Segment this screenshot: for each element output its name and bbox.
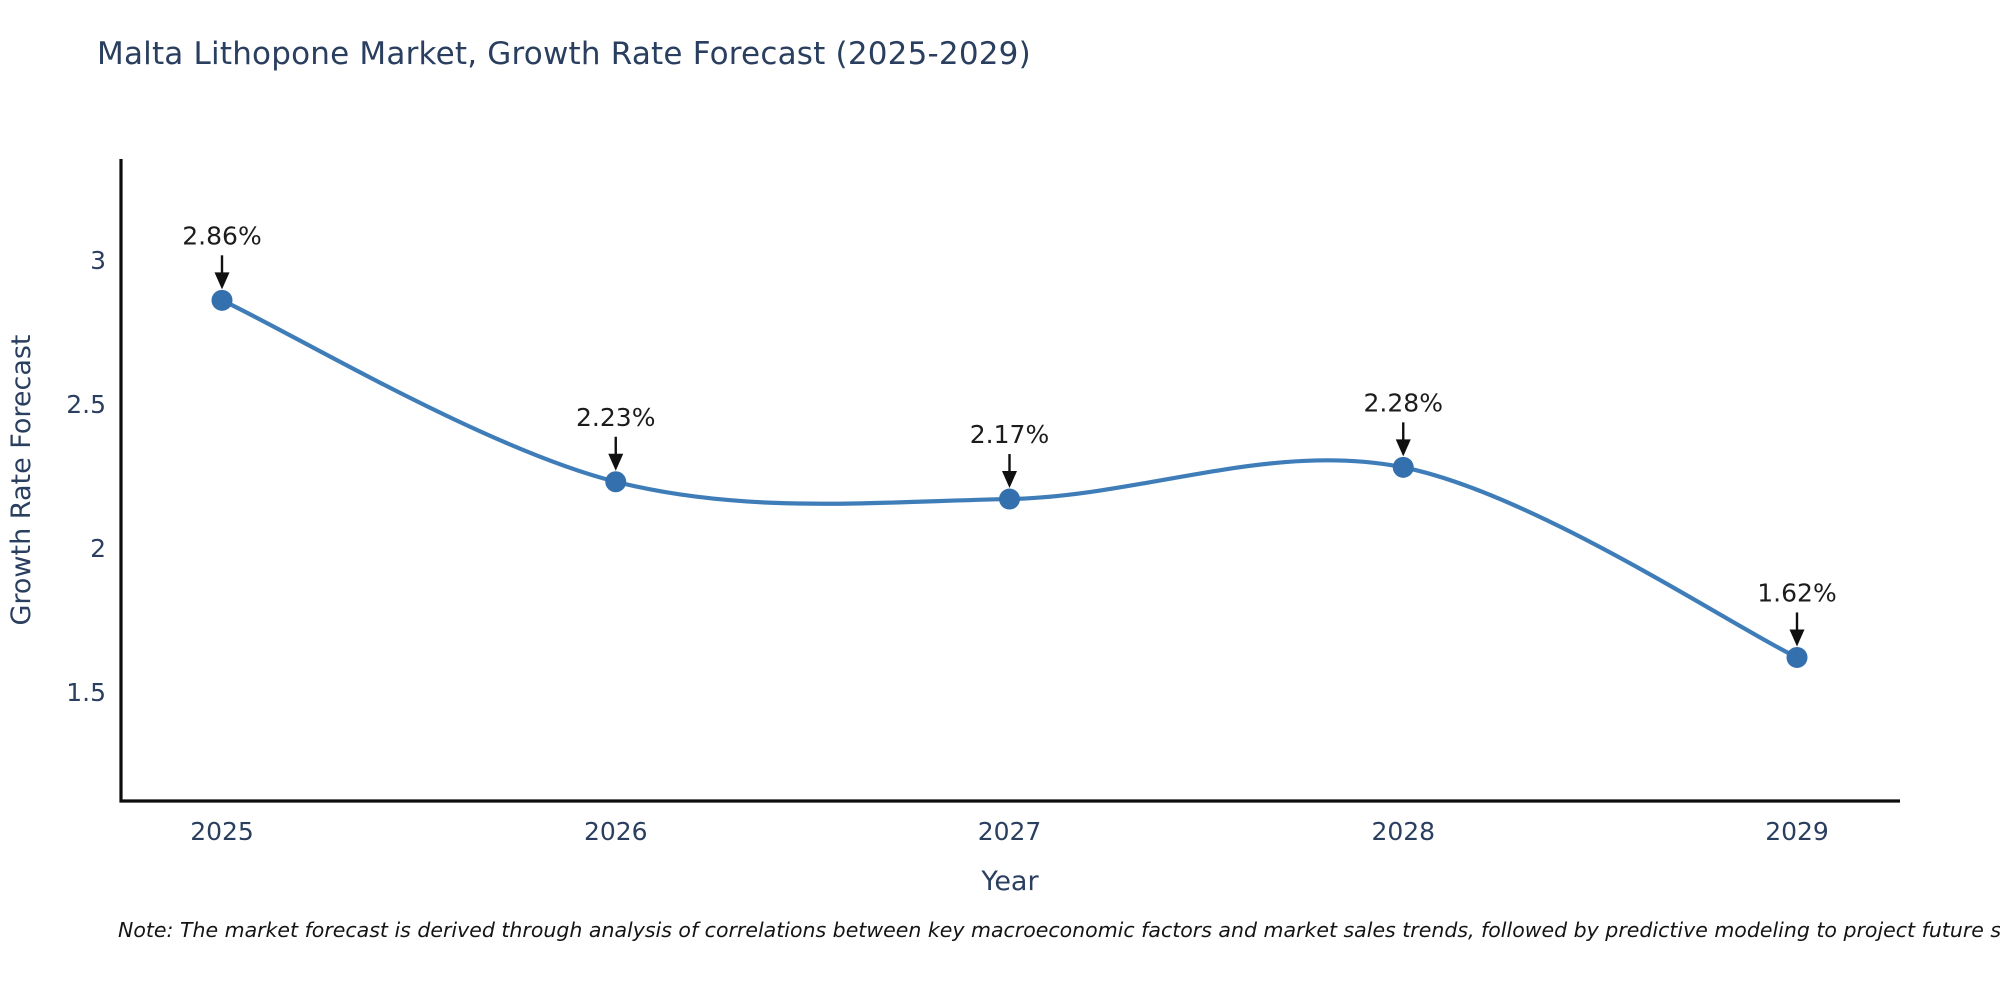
page-title: Malta Lithopone Market, Growth Rate Fore… xyxy=(97,36,1031,72)
y-tick-label: 3 xyxy=(90,246,106,275)
x-tick-label: 2027 xyxy=(978,817,1042,846)
y-axis-tick-labels: 1.5 2 2.5 3 xyxy=(66,246,106,707)
annotation-arrowhead xyxy=(1002,471,1017,489)
x-tick-label: 2029 xyxy=(1765,817,1829,846)
annotations-group: 2.86% 2.23% 2.17% 2.28% 1.62% xyxy=(182,221,1837,647)
x-tick-label: 2026 xyxy=(584,817,648,846)
note-text: Note: The market forecast is derived thr… xyxy=(118,918,2000,942)
y-tick-label: 2.5 xyxy=(66,390,106,419)
data-point-marker xyxy=(605,471,627,493)
y-axis-title: Growth Rate Forecast xyxy=(6,334,37,625)
series-group xyxy=(211,289,1808,668)
x-axis-title: Year xyxy=(980,866,1039,897)
annotation-arrowhead xyxy=(1395,439,1411,457)
y-tick-label: 2 xyxy=(90,534,106,563)
data-point-marker xyxy=(999,488,1020,510)
x-tick-label: 2028 xyxy=(1371,817,1435,846)
data-point-label: 1.62% xyxy=(1757,578,1836,607)
data-point-marker xyxy=(1392,456,1414,478)
annotation-arrowhead xyxy=(608,453,624,471)
data-point-label: 2.28% xyxy=(1364,388,1443,417)
axis-lines xyxy=(119,159,1900,803)
data-point-marker xyxy=(211,289,233,311)
data-point-marker xyxy=(1786,646,1808,668)
data-point-label: 2.23% xyxy=(576,403,655,432)
data-point-label: 2.17% xyxy=(970,420,1049,449)
y-tick-label: 1.5 xyxy=(66,678,106,707)
data-point-label: 2.86% xyxy=(182,221,261,250)
annotation-arrowhead xyxy=(214,272,230,290)
x-tick-label: 2025 xyxy=(190,817,254,846)
x-axis-tick-labels: 2025 2026 2027 2028 2029 xyxy=(190,817,1829,846)
annotation-arrowhead xyxy=(1789,629,1805,647)
